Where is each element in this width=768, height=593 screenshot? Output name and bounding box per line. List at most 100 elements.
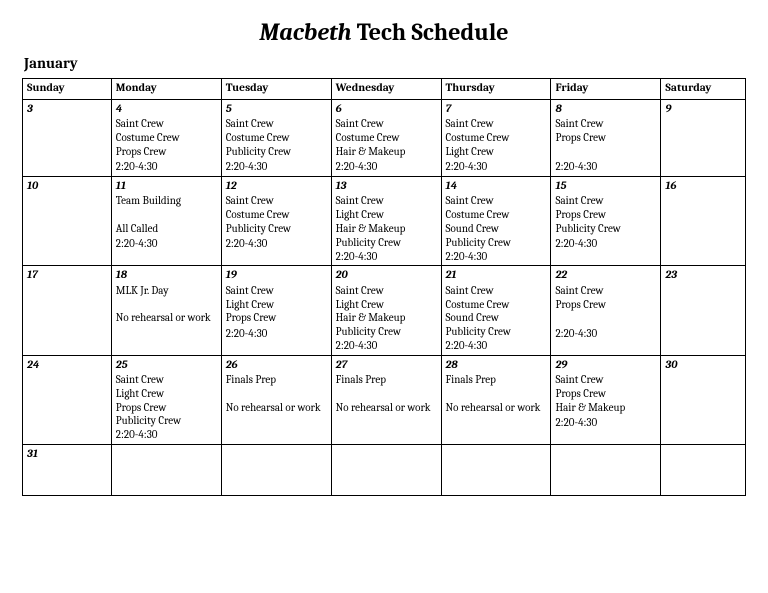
cell-time: 2:20-4:30 (336, 160, 378, 174)
calendar-cell: 5Saint Crew Costume Crew Publicity Crew2… (221, 100, 331, 177)
cell-lines: Saint Crew Light Crew Hair & Makeup Publ… (336, 194, 437, 249)
cell-content: 18 MLK Jr. Day No rehearsal or work (116, 268, 217, 340)
calendar-cell: 22Saint Crew Props Crew2:20-4:30 (551, 266, 661, 355)
day-number: 24 (27, 358, 107, 372)
calendar-cell: 24 (23, 355, 112, 444)
day-number: 23 (665, 268, 741, 282)
calendar-cell (551, 445, 661, 496)
header-row: Sunday Monday Tuesday Wednesday Thursday… (23, 79, 746, 100)
cell-content: 11Team Building All Called2:20-4:30 (116, 179, 217, 251)
cell-time: 2:20-4:30 (226, 327, 268, 341)
calendar-week-row: 31 (23, 445, 746, 496)
day-number: 30 (665, 358, 741, 372)
day-number: 3 (27, 102, 107, 116)
page-title: Macbeth Tech Schedule (22, 18, 746, 46)
cell-lines: Saint Crew Props Crew Publicity Crew (555, 194, 656, 235)
day-number: 28 (446, 358, 547, 372)
calendar-cell: 20 Saint Crew Light Crew Hair & Makeup Pu… (331, 266, 441, 355)
cell-content: 3 (27, 102, 107, 174)
calendar-cell (331, 445, 441, 496)
calendar-week-row: 3 4Saint Crew Costume Crew Props Crew2:20… (23, 100, 746, 177)
day-number: 19 (226, 268, 327, 282)
day-number: 16 (665, 179, 741, 193)
cell-time: 2:20-4:30 (116, 428, 158, 442)
cell-lines: Finals Prep No rehearsal or work (336, 373, 437, 414)
day-number: 7 (446, 102, 547, 116)
day-number: 27 (336, 358, 437, 372)
day-number: 10 (27, 179, 107, 193)
cell-time: 2:20-4:30 (555, 160, 597, 174)
cell-content: 6Saint Crew Costume Crew Hair & Makeup2:… (336, 102, 437, 174)
cell-content: 17 (27, 268, 107, 340)
cell-time: 2:20-4:30 (555, 237, 597, 251)
calendar-cell: 16 (661, 177, 746, 266)
cell-content (226, 447, 327, 493)
cell-lines: Team Building All Called (116, 194, 217, 235)
month-label: January (24, 54, 746, 72)
cell-time: 2:20-4:30 (336, 250, 378, 264)
cell-content: 28Finals Prep No rehearsal or work (446, 358, 547, 430)
cell-time: 2:20-4:30 (226, 237, 268, 251)
header-wednesday: Wednesday (331, 79, 441, 100)
day-number: 8 (555, 102, 656, 116)
header-saturday: Saturday (661, 79, 746, 100)
cell-content: 27Finals Prep No rehearsal or work (336, 358, 437, 430)
page: Macbeth Tech Schedule January Sunday Mon… (0, 0, 768, 593)
cell-lines: Saint Crew Costume Crew Publicity Crew (226, 194, 327, 235)
calendar-cell: 14Saint Crew Costume Crew Sound Crew Pub… (441, 177, 551, 266)
cell-lines: Saint Crew Light Crew Props Crew Publici… (116, 373, 217, 428)
header-thursday: Thursday (441, 79, 551, 100)
cell-time: 2:20-4:30 (336, 339, 378, 353)
cell-time: 2:20-4:30 (446, 339, 488, 353)
cell-content: 22Saint Crew Props Crew2:20-4:30 (555, 268, 656, 340)
calendar-cell: 9 (661, 100, 746, 177)
day-number: 20 (336, 268, 437, 282)
cell-content: 12Saint Crew Costume Crew Publicity Crew… (226, 179, 327, 251)
cell-time: 2:20-4:30 (555, 416, 597, 430)
cell-content: 7Saint Crew Costume Crew Light Crew2:20-… (446, 102, 547, 174)
day-number: 15 (555, 179, 656, 193)
calendar-cell: 31 (23, 445, 112, 496)
cell-lines: Saint Crew Costume Crew Sound Crew Publi… (446, 194, 547, 249)
cell-content (665, 447, 741, 493)
cell-content: 4Saint Crew Costume Crew Props Crew2:20-… (116, 102, 217, 174)
calendar-week-row: 1011Team Building All Called2:20-4:3012S… (23, 177, 746, 266)
calendar-cell (111, 445, 221, 496)
calendar-cell: 17 (23, 266, 112, 355)
day-number: 17 (27, 268, 107, 282)
cell-content: 19Saint Crew Light Crew Props Crew2:20-4… (226, 268, 327, 340)
header-monday: Monday (111, 79, 221, 100)
title-rest: Tech Schedule (351, 18, 508, 46)
cell-lines: Saint Crew Light Crew Hair & Makeup Publ… (336, 284, 437, 339)
cell-content: 25Saint Crew Light Crew Props Crew Publi… (116, 358, 217, 442)
day-number: 22 (555, 268, 656, 282)
header-friday: Friday (551, 79, 661, 100)
day-number: 25 (116, 358, 217, 372)
cell-content (116, 447, 217, 493)
day-number: 11 (116, 179, 217, 193)
day-number: 18 (116, 268, 217, 282)
calendar-cell: 19Saint Crew Light Crew Props Crew2:20-4… (221, 266, 331, 355)
calendar-cell: 8Saint Crew Props Crew2:20-4:30 (551, 100, 661, 177)
cell-content: 30 (665, 358, 741, 430)
calendar-cell: 11Team Building All Called2:20-4:30 (111, 177, 221, 266)
cell-content: 16 (665, 179, 741, 251)
calendar-cell: 12Saint Crew Costume Crew Publicity Crew… (221, 177, 331, 266)
cell-lines: MLK Jr. Day No rehearsal or work (116, 284, 217, 325)
title-show-name: Macbeth (259, 18, 351, 46)
calendar-cell: 10 (23, 177, 112, 266)
cell-content: 24 (27, 358, 107, 430)
calendar-cell: 6Saint Crew Costume Crew Hair & Makeup2:… (331, 100, 441, 177)
calendar-cell (441, 445, 551, 496)
cell-content: 10 (27, 179, 107, 251)
calendar-cell (661, 445, 746, 496)
day-number: 26 (226, 358, 327, 372)
calendar-week-row: 1718MLK Jr. Day No rehearsal or work19Sa… (23, 266, 746, 355)
calendar-cell: 28Finals Prep No rehearsal or work (441, 355, 551, 444)
calendar-cell: 4Saint Crew Costume Crew Props Crew2:20-… (111, 100, 221, 177)
day-number: 9 (665, 102, 741, 116)
cell-content: 23 (665, 268, 741, 340)
cell-lines: Saint Crew Costume Crew Hair & Makeup (336, 117, 437, 158)
calendar-cell: 30 (661, 355, 746, 444)
calendar-week-row: 24 25Saint Crew Light Crew Props Crew Pub… (23, 355, 746, 444)
